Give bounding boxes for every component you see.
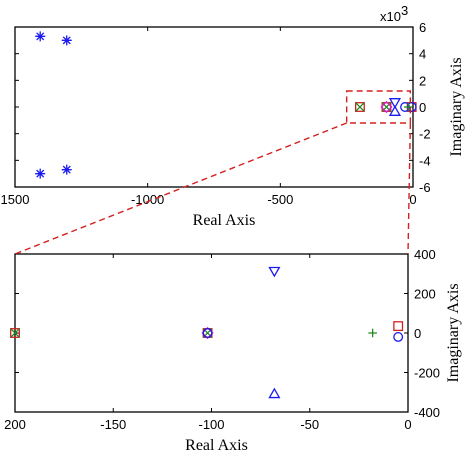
y-axis-label: Imaginary Axis <box>448 57 465 156</box>
x-axis-label: Real Axis <box>185 437 248 454</box>
zoom-connector-left <box>14 122 347 255</box>
y-exponent-power: 3 <box>401 3 408 18</box>
y-tick-label: 0 <box>419 100 426 115</box>
x-tick-label: 200 <box>4 417 26 432</box>
zoom-connector-right <box>407 122 412 255</box>
zoom-box <box>345 90 412 124</box>
y-tick-label: 400 <box>414 247 436 262</box>
x-tick-label: -100 <box>198 417 224 432</box>
marker-asterisk <box>61 164 72 175</box>
x-tick-label: -1000 <box>131 192 164 207</box>
marker-asterisk <box>35 31 46 42</box>
x-tick-label: -500 <box>267 192 293 207</box>
x-tick-label: 0 <box>404 417 411 432</box>
marker-triangle-up <box>388 105 402 116</box>
x-tick-label: 1500 <box>1 192 30 207</box>
marker-square <box>10 328 20 338</box>
chart-2: 200 -150 -100 -50 0 400 200 0 -200 -400 Real Axis I… <box>4 247 462 454</box>
y-tick-label: 0 <box>414 326 421 341</box>
marker-square <box>393 321 404 332</box>
plot-frame <box>14 26 414 188</box>
chart-1: 1500 -1000 -500 0 6 4 2 0 -2 -4 -6 Real Axis Imagina… <box>1 3 465 229</box>
marker-square <box>354 102 365 112</box>
marker-asterisk <box>61 35 72 46</box>
y-tick-label: 200 <box>414 287 436 302</box>
marker-circle <box>393 332 404 342</box>
marker-x <box>355 102 365 112</box>
marker-plus <box>403 102 413 112</box>
marker-circle <box>202 328 213 338</box>
y-tick-label: -6 <box>419 180 431 195</box>
marker-diamond <box>380 100 393 114</box>
y-axis-label: Imaginary Axis <box>445 283 462 382</box>
marker-triangle-down <box>268 266 281 278</box>
y-tick-label: -200 <box>414 366 440 381</box>
marker-asterisk <box>35 168 46 179</box>
marker-x <box>10 328 20 338</box>
marker-plus <box>368 328 377 338</box>
y-tick-label: -4 <box>419 153 431 168</box>
marker-triangle-up <box>268 387 281 399</box>
y-tick-label: 4 <box>419 47 426 62</box>
y-tick-label: 6 <box>419 20 426 35</box>
x-axis-label: Real Axis <box>193 212 256 229</box>
y-tick-label: 2 <box>419 73 426 88</box>
y-tick-label: -2 <box>419 127 431 142</box>
x-tick-label: -50 <box>300 417 319 432</box>
x-tick-label: -150 <box>100 417 126 432</box>
x-tick-label: 0 <box>409 192 416 207</box>
y-exponent-label: x10 <box>380 9 401 24</box>
y-tick-label: -400 <box>414 405 440 420</box>
marker-triangle-down <box>388 98 402 109</box>
